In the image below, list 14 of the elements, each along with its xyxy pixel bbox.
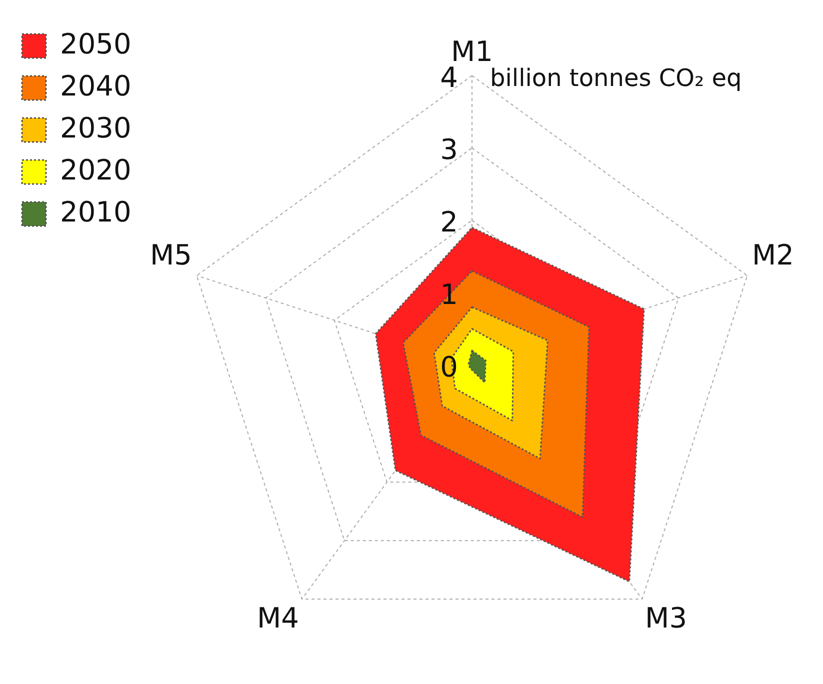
legend-label: 2010: [60, 195, 132, 228]
y-tick-label: 0: [440, 350, 458, 384]
text: billion tonnes CO₂ eq: [490, 64, 742, 92]
legend-label: 2030: [60, 111, 132, 144]
spoke-label: M2: [752, 238, 794, 272]
legend-label: 2020: [60, 153, 132, 186]
spoke-label: M4: [256, 601, 299, 634]
spoke-label: M5: [150, 238, 192, 272]
legend-label: 2050: [60, 27, 132, 60]
y-tick-label: 4: [440, 60, 458, 94]
spoke-label: M3: [645, 601, 688, 634]
legend-label: 2040: [60, 69, 132, 102]
y-tick-label: 3: [440, 133, 458, 166]
y-tick-label: 2: [440, 206, 458, 239]
